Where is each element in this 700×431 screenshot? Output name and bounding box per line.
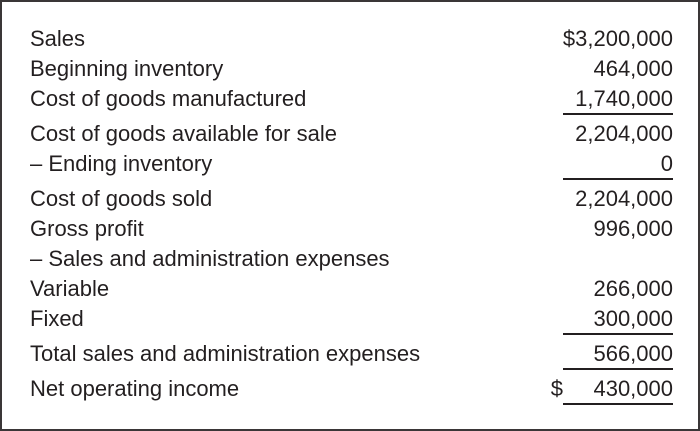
currency-symbol: $ <box>562 26 576 51</box>
row-label: Cost of goods available for sale <box>30 121 337 146</box>
row-amount: $ 430,000 <box>551 374 673 405</box>
row-amount: 1,740,000 <box>563 85 673 115</box>
row-amount: 2,204,000 <box>575 185 673 213</box>
row-value: 566,000 <box>563 340 673 370</box>
row-label: Net operating income <box>30 376 240 401</box>
row-label: Total sales and administration expenses <box>30 341 421 366</box>
row-amount: 464,000 <box>593 55 673 83</box>
row-amount: 266,000 <box>593 275 673 303</box>
table-row: Variable 266,000 <box>30 274 673 304</box>
row-value: 300,000 <box>563 305 673 335</box>
table-row: Sales $ 3,200,000 <box>30 24 673 54</box>
row-value: 464,000 <box>593 56 673 81</box>
row-label: – Sales and administration expenses <box>30 246 390 271</box>
row-label: Sales <box>30 26 86 51</box>
table-row: – Sales and administration expenses <box>30 244 673 274</box>
table-row: Total sales and administration expenses … <box>30 339 673 370</box>
table-row: Net operating income $ 430,000 <box>30 374 673 405</box>
table-row: – Ending inventory 0 <box>30 149 673 180</box>
table-row: Beginning inventory 464,000 <box>30 54 673 84</box>
row-label: Cost of goods sold <box>30 186 213 211</box>
row-label: Fixed <box>30 306 84 331</box>
row-value: 2,204,000 <box>575 186 673 211</box>
row-value: 3,200,000 <box>575 26 673 51</box>
row-label: Variable <box>30 276 110 301</box>
row-value: 266,000 <box>593 276 673 301</box>
row-label: Cost of goods manufactured <box>30 86 307 111</box>
table-row: Cost of goods available for sale 2,204,0… <box>30 119 673 149</box>
row-amount: 0 <box>563 150 673 180</box>
table-row: Fixed 300,000 <box>30 304 673 335</box>
table-row: Cost of goods sold 2,204,000 <box>30 184 673 214</box>
row-amount: 2,204,000 <box>575 120 673 148</box>
row-amount: 566,000 <box>563 340 673 370</box>
row-amount: 300,000 <box>563 305 673 335</box>
row-label: – Ending inventory <box>30 151 213 176</box>
row-value: 0 <box>563 150 673 180</box>
row-value: 430,000 <box>563 375 673 405</box>
row-label: Gross profit <box>30 216 144 241</box>
currency-symbol: $ <box>550 376 563 401</box>
row-value: 1,740,000 <box>563 85 673 115</box>
row-label: Beginning inventory <box>30 56 224 81</box>
row-amount: $ 3,200,000 <box>563 24 673 54</box>
row-amount: 996,000 <box>593 215 673 243</box>
table-row: Gross profit 996,000 <box>30 214 673 244</box>
table-row: Cost of goods manufactured 1,740,000 <box>30 84 673 115</box>
row-value: 2,204,000 <box>575 121 673 146</box>
row-value: 996,000 <box>593 216 673 241</box>
